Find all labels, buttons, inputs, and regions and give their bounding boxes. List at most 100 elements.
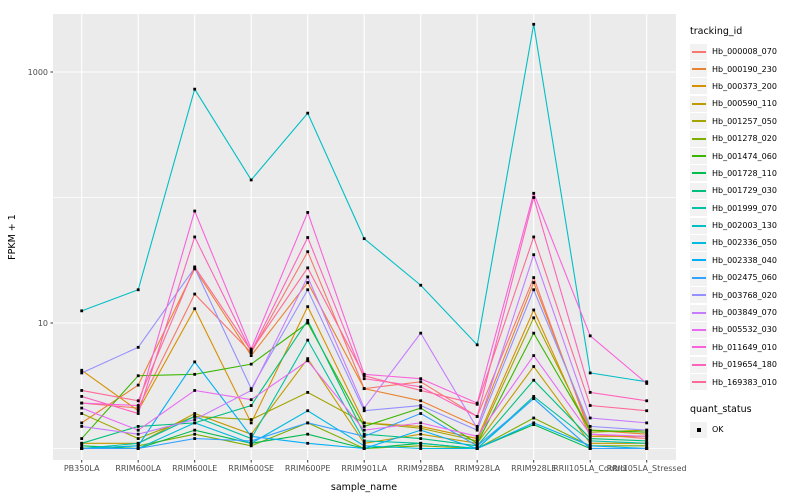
legend-item-Hb_001729_030: Hb_001729_030 [690, 182, 798, 199]
legend-key-swatch [690, 321, 707, 338]
legend-key-swatch [690, 182, 707, 199]
data-point [193, 437, 197, 440]
data-point [136, 441, 140, 445]
data-point [419, 432, 423, 436]
data-point [306, 275, 310, 279]
data-point [80, 421, 84, 425]
x-tick-label: RRIM600LA [115, 464, 161, 473]
legend-line-icon [691, 294, 706, 297]
data-point [249, 389, 253, 392]
data-point [306, 281, 310, 284]
data-point [193, 428, 197, 432]
data-point [588, 434, 592, 438]
data-point [645, 428, 649, 432]
legend-key-swatch [690, 234, 707, 251]
data-point [645, 437, 649, 440]
legend-quant-status: quant_status OK [690, 404, 798, 438]
data-point [588, 416, 592, 420]
data-point [475, 439, 479, 443]
legend-item-Hb_000190_230: Hb_000190_230 [690, 60, 798, 78]
legend-label: Hb_000590_110 [712, 99, 777, 109]
legend-line-icon [691, 137, 706, 140]
legend-line-icon [691, 363, 706, 366]
data-point [419, 380, 423, 384]
data-point [532, 288, 536, 292]
legend-item-ok: OK [690, 421, 798, 438]
data-point [249, 349, 253, 353]
data-point [419, 444, 423, 448]
x-tick-label: RRII105LA_Control [553, 464, 627, 473]
legend-item-Hb_001728_110: Hb_001728_110 [690, 165, 798, 182]
data-point [532, 378, 536, 382]
data-point [362, 432, 366, 436]
x-tick-label: RRIM901LA [341, 464, 387, 473]
data-point [362, 428, 366, 432]
legend-label-ok: OK [712, 425, 724, 434]
legend-key-swatch [690, 200, 707, 217]
legend-label: Hb_003768_020 [712, 290, 777, 300]
data-point [588, 441, 592, 445]
legend-line-icon [691, 85, 706, 88]
data-point [306, 211, 310, 214]
legend-key-swatch [690, 339, 707, 356]
data-point [306, 288, 310, 292]
data-point [475, 415, 479, 418]
data-point [249, 418, 253, 421]
data-point [193, 235, 197, 239]
ok-point-icon [696, 427, 701, 432]
data-point [475, 447, 479, 450]
data-point [80, 389, 84, 392]
data-point [193, 360, 197, 364]
data-point [136, 409, 140, 413]
data-point [306, 236, 310, 239]
legend-label: Hb_002336_050 [712, 238, 777, 248]
data-point [419, 437, 423, 440]
data-point [532, 276, 536, 280]
legend-label: Hb_000373_200 [712, 81, 777, 91]
data-point [249, 178, 253, 182]
legend-label: Hb_002003_130 [712, 221, 777, 231]
data-point [249, 421, 253, 425]
data-point [80, 309, 84, 313]
data-point [362, 237, 366, 241]
data-point [362, 406, 366, 410]
data-point [306, 421, 310, 425]
legend-label: Hb_169383_010 [712, 377, 777, 387]
data-point [249, 362, 253, 366]
data-point [80, 371, 84, 375]
data-point [136, 447, 140, 450]
legend-key-swatch [690, 356, 707, 373]
legend-key-swatch [690, 269, 707, 286]
data-point [136, 428, 140, 432]
data-point [362, 409, 366, 413]
data-point [136, 406, 140, 410]
legend-label: Hb_001729_030 [712, 186, 777, 196]
data-point [193, 415, 197, 418]
data-point [193, 418, 197, 421]
data-point [136, 432, 140, 436]
data-point [588, 371, 592, 375]
data-point [532, 191, 536, 195]
legend-key-swatch [690, 374, 707, 391]
data-point [193, 265, 197, 269]
data-point [362, 421, 366, 425]
legend-title-tracking-id: tracking_id [690, 26, 743, 37]
data-point [532, 235, 536, 239]
x-tick-label: RRIM928LE [511, 464, 556, 473]
data-point [645, 441, 649, 445]
data-point [475, 343, 479, 347]
legend-label: Hb_005532_030 [712, 325, 777, 335]
data-point [249, 387, 253, 391]
data-point [645, 439, 649, 443]
data-point [532, 416, 536, 420]
data-point [80, 412, 84, 415]
legend-item-Hb_001474_060: Hb_001474_060 [690, 147, 798, 165]
data-point [532, 22, 536, 26]
data-point [193, 87, 197, 91]
data-point [249, 444, 253, 448]
data-point [136, 437, 140, 440]
legend-line-icon [691, 241, 706, 244]
legend-item-Hb_005532_030: Hb_005532_030 [690, 321, 798, 338]
